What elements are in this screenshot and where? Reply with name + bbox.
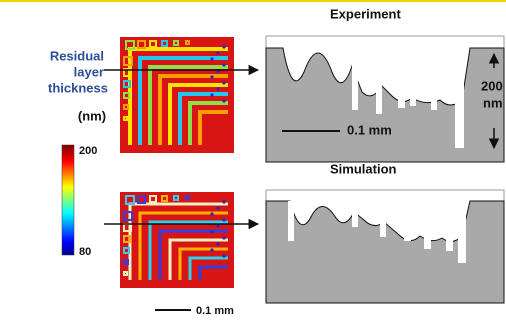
map-feature [222,45,225,48]
map-feature [210,248,213,251]
map-feature [216,51,219,54]
label-line: Residual [50,48,104,63]
scale-label: 0.1 mm [347,122,392,137]
colorbar-label: 80 [79,246,91,258]
map-feature [216,224,219,227]
figure: Residual layer thickness (nm) 200 80 0.1… [0,0,506,320]
map-feature [222,236,225,239]
map-feature [222,81,225,84]
map-feature [222,200,225,203]
map-feature [222,218,225,221]
label-line: thickness [48,80,108,95]
panel-title: Experiment [330,6,401,21]
unit-label: (nm) [78,108,106,123]
map-feature [210,212,213,215]
thickness-map [120,192,234,288]
page: {"left_label": {"title_lines": ["Residua… [0,0,506,320]
height-label: 200 [481,78,503,93]
map-feature [210,57,213,60]
map-feature [216,87,219,90]
map-feature [222,99,225,102]
label-line: layer [74,64,104,79]
map-feature [210,93,213,96]
thickness-map [120,37,234,153]
colorbar-label: 200 [79,145,97,157]
map-feature [222,254,225,257]
scale-label: 0.1 mm [196,305,234,317]
panel-title: Simulation [330,161,397,176]
top-rule [0,0,506,2]
height-label: nm [483,95,503,110]
map-feature [216,206,219,209]
map-feature [222,63,225,66]
map-feature [210,230,213,233]
colorbar [62,145,74,255]
map-feature [216,242,219,245]
map-feature [210,75,213,78]
